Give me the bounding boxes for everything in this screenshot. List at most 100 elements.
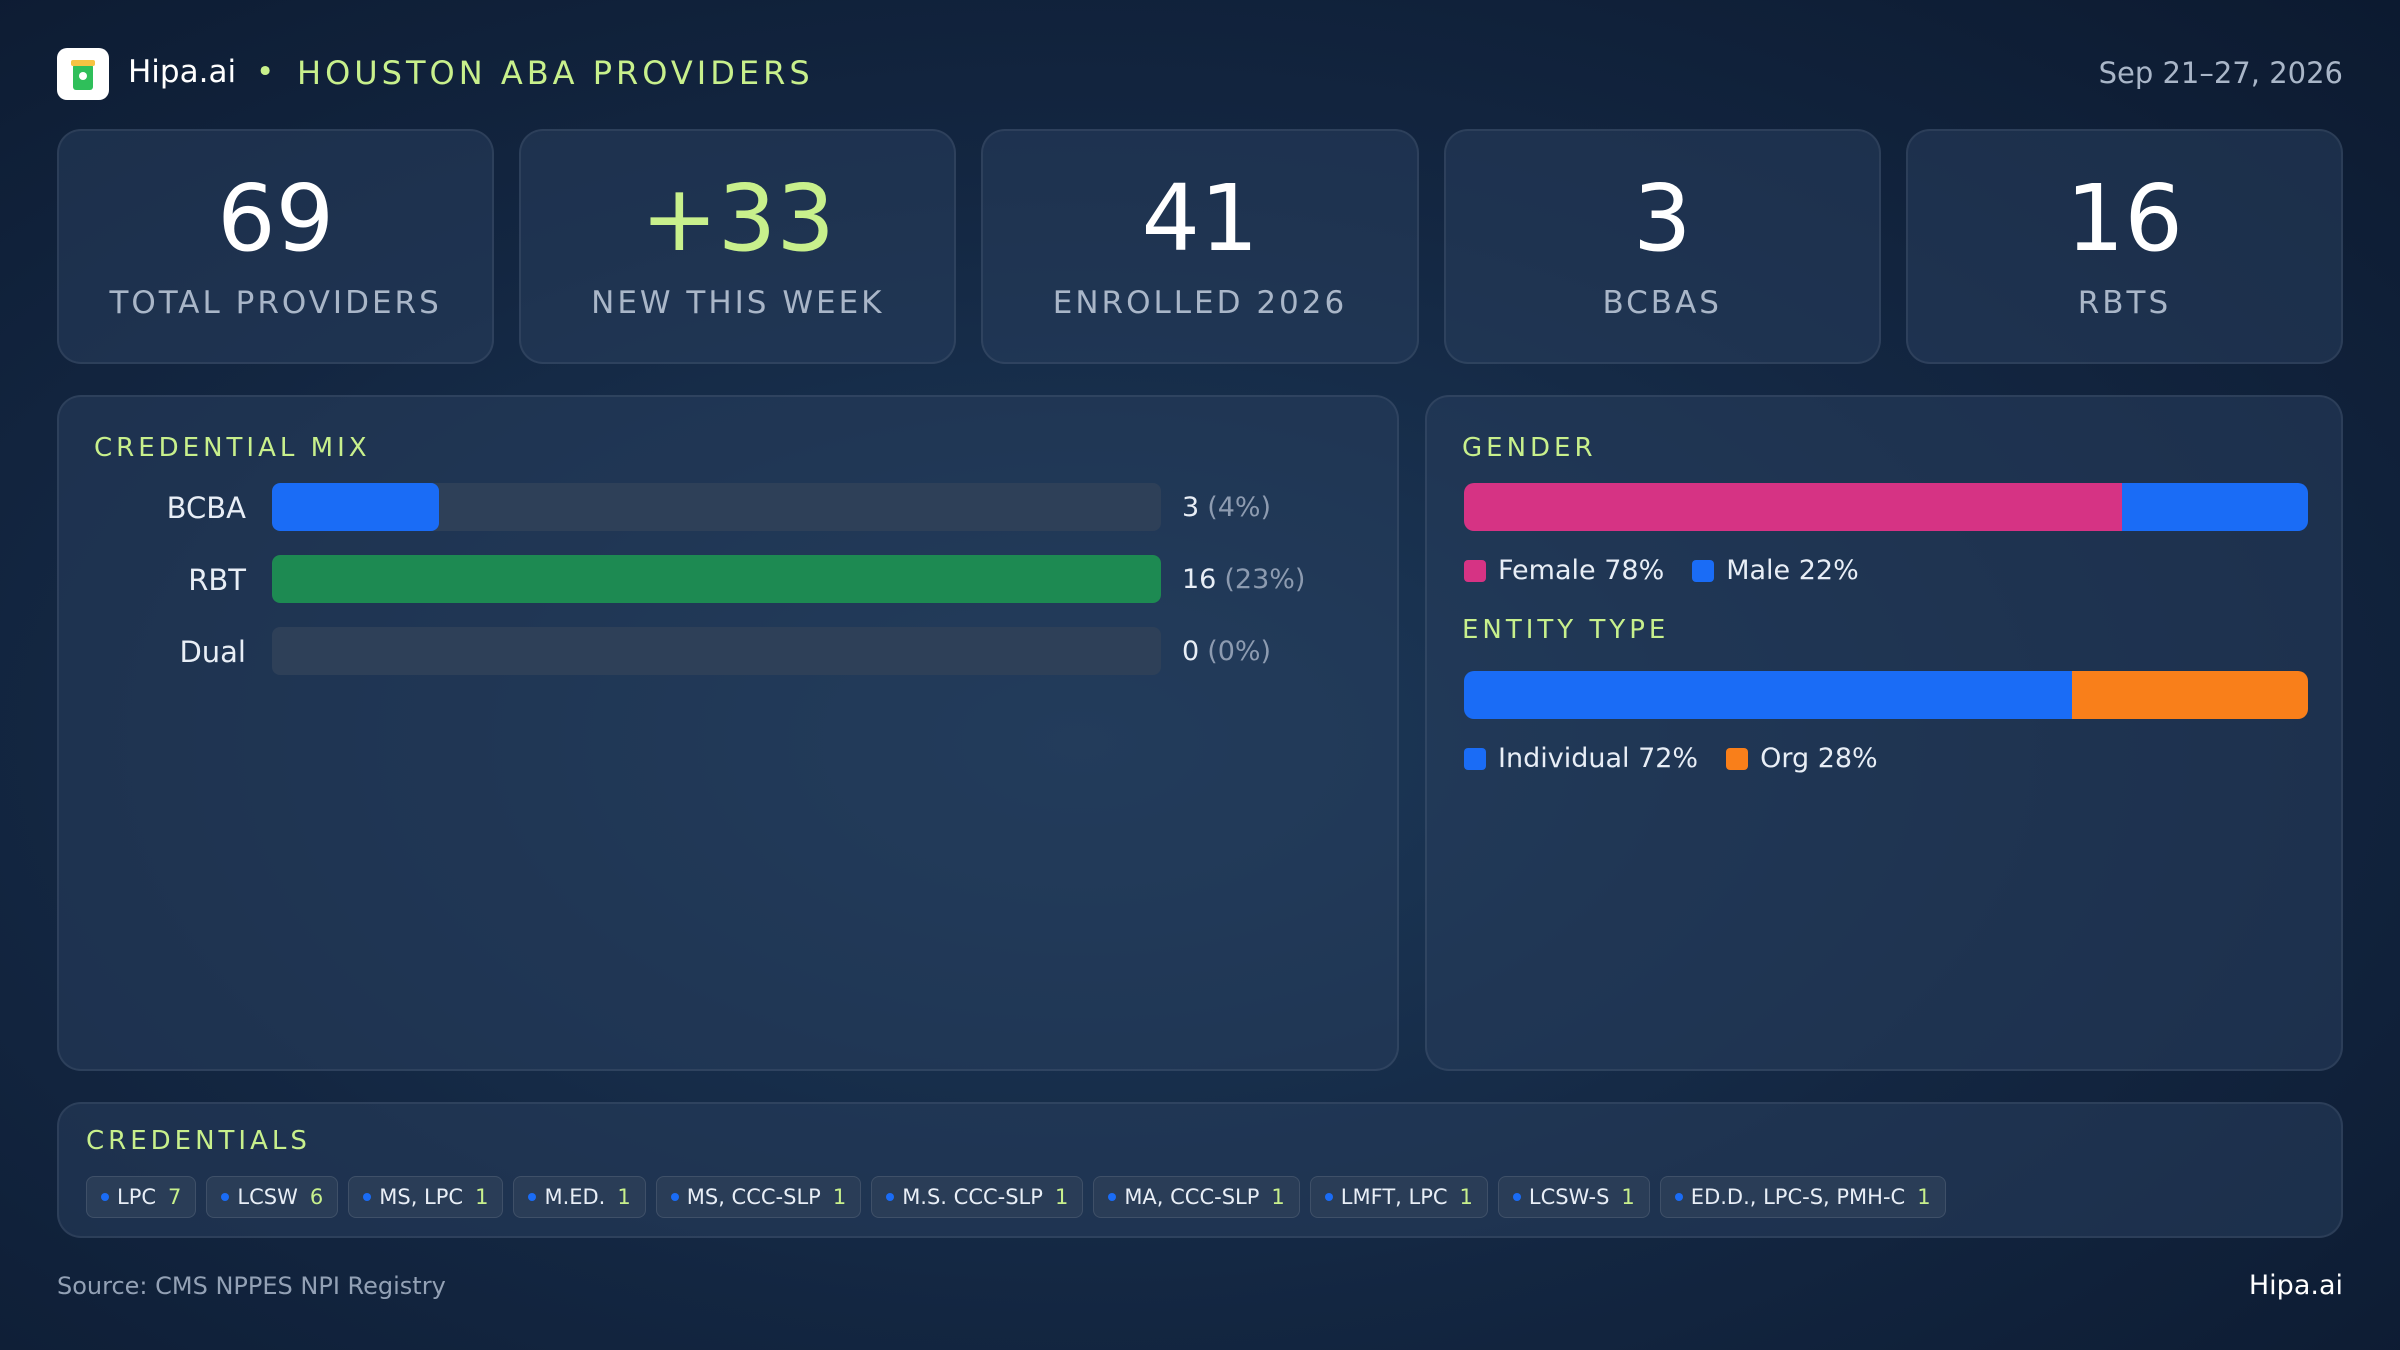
- bar-label: RBT: [188, 563, 246, 597]
- stacked-bar: [1464, 671, 2308, 719]
- credential-chip: M.ED. 1: [513, 1176, 646, 1218]
- bar-share: (23%): [1224, 564, 1306, 595]
- chip-dot: [886, 1193, 895, 1201]
- kpi-card: 69 TOTAL PROVIDERS: [57, 129, 495, 364]
- chip-name: M.S. CCC-SLP: [902, 1185, 1043, 1209]
- chip-count: 1: [1621, 1185, 1635, 1209]
- chip-dot: [1674, 1193, 1683, 1201]
- chip-dot: [1108, 1193, 1117, 1201]
- bar-value-label: 3 (4%): [1182, 492, 1271, 523]
- page-title: HOUSTON ABA PROVIDERS: [297, 54, 814, 92]
- credential-chip: MA, CCC-SLP 1: [1093, 1176, 1300, 1218]
- kpi-card: +33 NEW THIS WEEK: [519, 129, 957, 364]
- legend: Individual 72% Org 28%: [1464, 743, 1878, 774]
- bar-share: (0%): [1207, 636, 1272, 667]
- chip-name: M.ED.: [544, 1185, 606, 1209]
- chip-name: ED.D., LPC-S, PMH-C: [1690, 1185, 1906, 1209]
- chip-name: LMFT, LPC: [1340, 1185, 1448, 1209]
- kpi-label: BCBAS: [1602, 284, 1722, 321]
- legend-label: Female 78%: [1498, 555, 1665, 586]
- section-title: CREDENTIALS: [86, 1126, 311, 1156]
- credential-chip: MS, CCC-SLP 1: [655, 1176, 862, 1218]
- credential-chip: LMFT, LPC 1: [1309, 1176, 1488, 1218]
- source: Source: CMS NPPES NPI Registry: [57, 1272, 446, 1300]
- separator: •: [256, 54, 275, 90]
- chip-count: 1: [1054, 1185, 1069, 1209]
- brand: Hipa.ai: [128, 54, 237, 90]
- kpi-label: TOTAL PROVIDERS: [109, 284, 442, 321]
- chip-dot: [670, 1193, 679, 1201]
- chip-count: 6: [309, 1185, 324, 1209]
- credentials-panel: CREDENTIALS LPC 7 LCSW 6 MS, LPC 1 M.ED. 1 MS, C…: [57, 1102, 2343, 1238]
- chip-dot: [221, 1193, 230, 1201]
- kpi-value: 3: [1632, 164, 1692, 272]
- kpi-label: NEW THIS WEEK: [591, 284, 885, 321]
- bar-label: BCBA: [166, 491, 246, 525]
- logo: [57, 48, 109, 100]
- bar-value: 16: [1182, 564, 1217, 595]
- legend-swatch: [1464, 748, 1486, 770]
- footer-brand: Hipa.ai: [2248, 1270, 2343, 1301]
- kpi-value: +33: [640, 164, 835, 272]
- chip-count: 1: [1917, 1185, 1931, 1209]
- logo-icon: [71, 60, 95, 90]
- chip-list: LPC 7 LCSW 6 MS, LPC 1 M.ED. 1 MS, CCC-SLP 1 M.S. …: [86, 1176, 1946, 1218]
- kpi-card: 3 BCBAS: [1443, 129, 1881, 364]
- bar: [272, 555, 1161, 603]
- section-title: CREDENTIAL MIX: [94, 433, 371, 463]
- bar-segment: [1464, 671, 2072, 719]
- section-title: ENTITY TYPE: [1462, 615, 1670, 645]
- chip-dot: [363, 1193, 372, 1201]
- chip-count: 1: [1459, 1185, 1473, 1209]
- kpi-value: 69: [217, 164, 335, 272]
- chip-dot: [1324, 1193, 1333, 1201]
- chip-dot: [101, 1193, 109, 1201]
- credential-chip: LPC 7: [86, 1176, 197, 1218]
- kpi-card: 41 ENROLLED 2026: [981, 129, 1419, 364]
- chip-count: 1: [475, 1185, 489, 1209]
- chip-dot: [528, 1193, 537, 1201]
- chip-name: LPC: [117, 1185, 157, 1209]
- legend-swatch: [1692, 560, 1715, 582]
- bar-segment: [1464, 483, 2123, 531]
- kpi-row: 69 TOTAL PROVIDERS +33 NEW THIS WEEK 41 ENROL…: [57, 129, 2344, 364]
- chip-count: 1: [617, 1185, 631, 1209]
- legend-item: Org 28%: [1726, 743, 1878, 774]
- credential-mix-panel: CREDENTIAL MIX BCBA 3 (4%) RBT 16 (23%) Dual 0(…: [57, 395, 1399, 1071]
- date-range: Sep 21–27, 2026: [2098, 56, 2343, 90]
- chip-name: MS, LPC: [379, 1185, 464, 1209]
- kpi-value: 41: [1141, 164, 1259, 272]
- chip-count: 1: [1271, 1185, 1285, 1209]
- credential-chip: MS, LPC 1: [348, 1176, 504, 1218]
- gender-entity-panel: GENDER ENTITY TYPE Female 78% Male 22% Ind…: [1425, 395, 2343, 1071]
- legend: Female 78% Male 22%: [1464, 555, 1859, 586]
- bar-label: Dual: [179, 635, 246, 669]
- chip-dot: [1512, 1193, 1521, 1201]
- kpi-label: RBTS: [2077, 284, 2172, 321]
- chip-count: 1: [832, 1185, 847, 1209]
- legend-item: Female 78%: [1464, 555, 1664, 586]
- section-title: GENDER: [1462, 433, 1597, 463]
- chip-name: LCSW-S: [1528, 1185, 1610, 1209]
- chip-name: MA, CCC-SLP: [1124, 1185, 1260, 1209]
- chip-count: 7: [168, 1185, 182, 1209]
- chip-name: LCSW: [237, 1185, 298, 1209]
- bar-value: 3: [1182, 492, 1200, 523]
- bar-track: [272, 555, 1161, 603]
- legend-swatch: [1464, 560, 1486, 582]
- credential-chip: LCSW-S 1: [1497, 1176, 1650, 1218]
- credential-chip: ED.D., LPC-S, PMH-C 1: [1659, 1176, 1946, 1218]
- bar-value: 0: [1182, 636, 1200, 667]
- credential-chip: M.S. CCC-SLP 1: [871, 1176, 1084, 1218]
- legend-swatch: [1726, 748, 1749, 770]
- bar-track: [272, 483, 1161, 531]
- legend-label: Individual 72%: [1498, 743, 1699, 774]
- bar-segment: [2071, 671, 2308, 719]
- kpi-label: ENROLLED 2026: [1052, 284, 1348, 321]
- bar-value-label: 0 (0%): [1182, 636, 1271, 667]
- legend-label: Male 22%: [1726, 555, 1859, 586]
- legend-item: Individual 72%: [1464, 743, 1698, 774]
- bar-value-label: 16 (23%): [1182, 564, 1305, 595]
